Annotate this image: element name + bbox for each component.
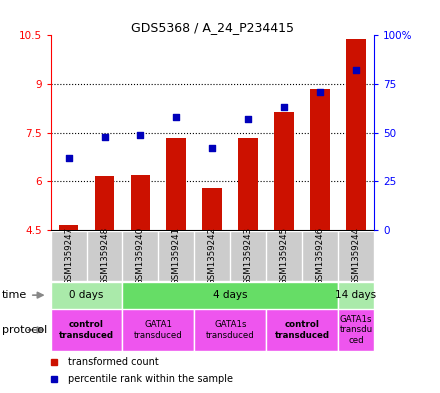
- Bar: [122, 282, 338, 309]
- Bar: [346, 39, 366, 230]
- Point: [352, 67, 359, 73]
- Text: GATA1s
transdu
ced: GATA1s transdu ced: [340, 315, 373, 345]
- Point: [209, 145, 216, 151]
- Text: GSM1359245: GSM1359245: [280, 227, 289, 285]
- Point: [65, 155, 72, 161]
- Bar: [202, 188, 222, 230]
- Bar: [238, 138, 258, 230]
- Bar: [266, 309, 338, 351]
- Bar: [274, 112, 294, 230]
- Text: control
transduced: control transduced: [59, 320, 114, 340]
- Text: 14 days: 14 days: [335, 290, 377, 300]
- Point: [245, 116, 252, 122]
- Bar: [122, 309, 194, 351]
- Bar: [338, 282, 374, 309]
- Title: GDS5368 / A_24_P234415: GDS5368 / A_24_P234415: [131, 21, 294, 34]
- Text: GSM1359244: GSM1359244: [352, 227, 360, 285]
- Text: 4 days: 4 days: [213, 290, 248, 300]
- Text: GATA1s
transduced: GATA1s transduced: [206, 320, 255, 340]
- Point: [137, 131, 144, 138]
- Text: GSM1359240: GSM1359240: [136, 227, 145, 285]
- Bar: [51, 309, 122, 351]
- Text: GATA1
transduced: GATA1 transduced: [134, 320, 183, 340]
- Text: GSM1359241: GSM1359241: [172, 227, 181, 285]
- Text: GSM1359247: GSM1359247: [64, 227, 73, 285]
- Bar: [95, 176, 114, 230]
- Bar: [166, 138, 186, 230]
- Text: control
transduced: control transduced: [275, 320, 330, 340]
- Text: GSM1359248: GSM1359248: [100, 227, 109, 285]
- Text: protocol: protocol: [2, 325, 48, 335]
- Text: 0 days: 0 days: [70, 290, 104, 300]
- Text: time: time: [2, 290, 27, 300]
- Bar: [51, 282, 122, 309]
- Point: [317, 89, 324, 95]
- Point: [101, 133, 108, 140]
- Text: transformed count: transformed count: [68, 357, 159, 367]
- Text: percentile rank within the sample: percentile rank within the sample: [68, 374, 233, 384]
- Text: GSM1359243: GSM1359243: [244, 227, 253, 285]
- Bar: [131, 175, 150, 230]
- Bar: [310, 89, 330, 230]
- Text: GSM1359246: GSM1359246: [315, 227, 325, 285]
- Text: GSM1359242: GSM1359242: [208, 227, 217, 285]
- Point: [173, 114, 180, 120]
- Bar: [59, 225, 78, 230]
- Bar: [338, 309, 374, 351]
- Bar: [194, 309, 266, 351]
- Point: [281, 104, 288, 110]
